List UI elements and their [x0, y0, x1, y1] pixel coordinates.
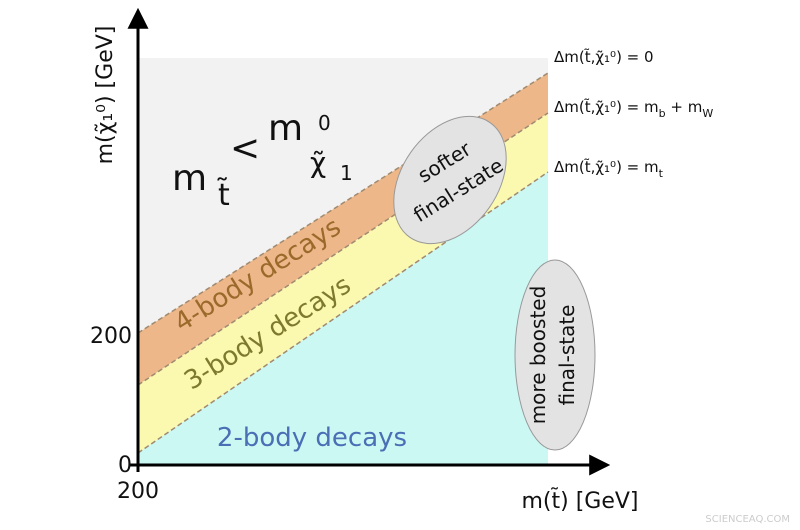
- label-part: m: [268, 108, 303, 149]
- label-part: W: [702, 107, 713, 120]
- watermark: SCIENCEAQ.COM: [705, 514, 790, 525]
- boosted-callout: [514, 259, 596, 451]
- label-part: Δm(t̃,χ̃₁⁰) = m: [554, 157, 659, 176]
- boundary-label: Δm(t̃,χ̃₁⁰) = mt: [554, 157, 664, 180]
- callout-text: more boosted: [526, 286, 550, 425]
- callout-text: final-state: [555, 305, 579, 406]
- x-axis-label: m(t̃) [GeV]: [521, 488, 638, 514]
- label-part: t̃: [217, 178, 230, 213]
- label-part: <: [230, 128, 260, 169]
- forbidden-label: m t̃ < m χ̃ 1 0: [172, 108, 353, 213]
- y-tick-label: 200: [90, 324, 132, 349]
- two-body-region: [138, 172, 548, 465]
- boundary-label: Δm(t̃,χ̃₁⁰) = mb + mW: [554, 97, 713, 120]
- label-part: t: [659, 167, 664, 180]
- boundary-label: Δm(t̃,χ̃₁⁰) = 0: [554, 47, 654, 66]
- x-tick-label: 200: [117, 479, 159, 504]
- label-part: Δm(t̃,χ̃₁⁰) = m: [554, 97, 659, 116]
- y-tick-label: 0: [118, 453, 132, 478]
- label-part: + m: [666, 98, 703, 116]
- label-part: 1: [340, 161, 353, 185]
- label-part: b: [659, 107, 666, 120]
- y-axis-label: m(χ̃₁⁰) [GeV]: [93, 26, 118, 165]
- softer-callout: [393, 115, 507, 245]
- two-body-label: 2-body decays: [217, 423, 407, 453]
- label-part: χ̃: [310, 146, 326, 179]
- label-part: m: [172, 158, 207, 199]
- label-part: 0: [318, 111, 331, 135]
- boundary-labels: Δm(t̃,χ̃₁⁰) = 0Δm(t̃,χ̃₁⁰) = mb + mWΔm(t…: [554, 47, 713, 180]
- label-part: Δm(t̃,χ̃₁⁰) = 0: [554, 47, 654, 66]
